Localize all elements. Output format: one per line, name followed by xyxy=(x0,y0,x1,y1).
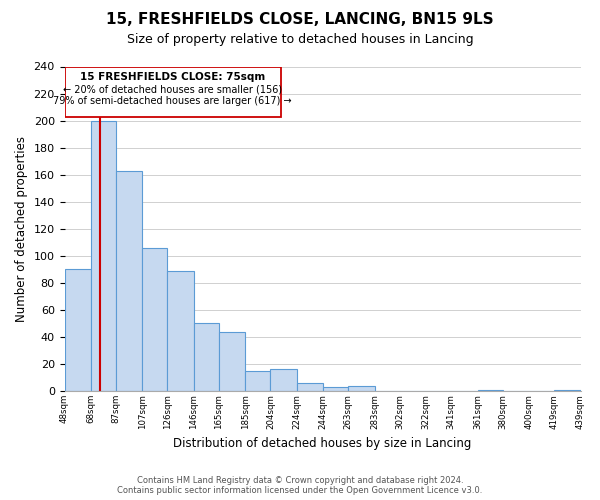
FancyBboxPatch shape xyxy=(65,66,281,116)
Bar xyxy=(478,390,503,391)
Bar xyxy=(194,324,219,391)
Bar xyxy=(142,248,167,391)
Y-axis label: Number of detached properties: Number of detached properties xyxy=(15,136,28,322)
Bar xyxy=(65,270,91,391)
Text: 15, FRESHFIELDS CLOSE, LANCING, BN15 9LS: 15, FRESHFIELDS CLOSE, LANCING, BN15 9LS xyxy=(106,12,494,28)
Text: Size of property relative to detached houses in Lancing: Size of property relative to detached ho… xyxy=(127,32,473,46)
Bar xyxy=(271,370,297,391)
Bar xyxy=(116,170,142,391)
Bar xyxy=(245,370,271,391)
Text: 79% of semi-detached houses are larger (617) →: 79% of semi-detached houses are larger (… xyxy=(53,96,292,106)
Bar xyxy=(219,332,245,391)
Bar xyxy=(554,390,581,391)
Bar xyxy=(348,386,374,391)
Text: 15 FRESHFIELDS CLOSE: 75sqm: 15 FRESHFIELDS CLOSE: 75sqm xyxy=(80,72,265,82)
Bar xyxy=(297,383,323,391)
Text: ← 20% of detached houses are smaller (156): ← 20% of detached houses are smaller (15… xyxy=(63,84,282,94)
Bar xyxy=(323,387,348,391)
Bar xyxy=(167,270,194,391)
Bar xyxy=(91,120,116,391)
X-axis label: Distribution of detached houses by size in Lancing: Distribution of detached houses by size … xyxy=(173,437,472,450)
Text: Contains HM Land Registry data © Crown copyright and database right 2024.
Contai: Contains HM Land Registry data © Crown c… xyxy=(118,476,482,495)
